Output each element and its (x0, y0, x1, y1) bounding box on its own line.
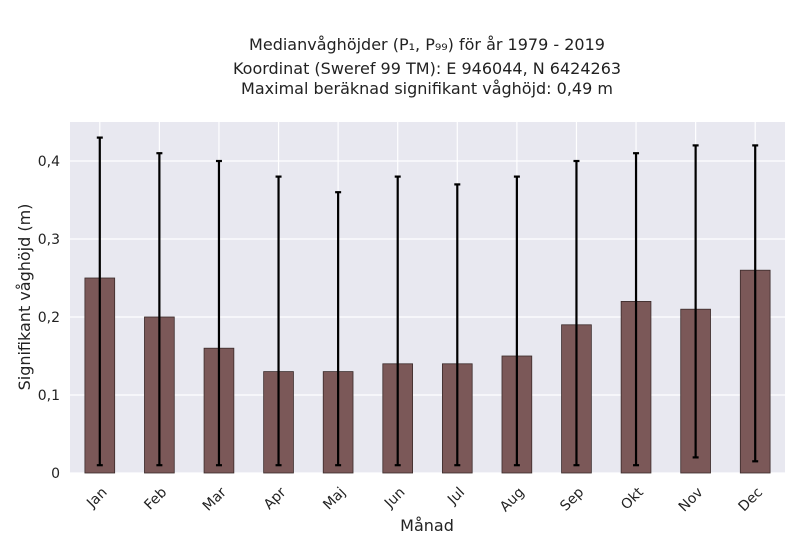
plot-area (70, 122, 785, 473)
errorbar-okt (633, 152, 640, 467)
y-axis-label: Signifikant våghöjd (m) (15, 204, 34, 391)
x-tick-label: Jul (444, 485, 468, 509)
errorbar-maj (335, 191, 342, 467)
errorbar-mar (215, 159, 222, 467)
errorbar-jan (96, 136, 103, 467)
x-tick-labels: Jan Feb Mar Apr Maj Jun Jul Aug Sep Okt Nov Dec (83, 484, 766, 515)
errorbar-jul (454, 183, 461, 467)
x-tick-label: Feb (141, 484, 170, 513)
y-tick-labels: 0 0,1 0,2 0,3 0,4 (38, 154, 60, 482)
x-tick-label: Dec (736, 485, 766, 515)
chart-title-line-3: Maximal beräknad signifikant våghöjd: 0,… (241, 79, 613, 98)
x-tick-label: Apr (261, 484, 290, 513)
x-tick-label: Okt (618, 484, 647, 513)
y-tick-label: 0,3 (38, 232, 60, 248)
error-bars (96, 136, 759, 467)
chart-title-line-1: Medianvåghöjder (P₁, P₉₉) för år 1979 - … (249, 35, 605, 54)
y-tick-label: 0,4 (38, 154, 60, 170)
chart-title-line-2: Koordinat (Sweref 99 TM): E 946044, N 64… (232, 59, 622, 78)
errorbar-apr (275, 175, 282, 467)
x-tick-label: Maj (320, 485, 349, 514)
errorbar-nov (692, 144, 699, 459)
errorbar-dec (752, 144, 759, 463)
x-tick-label: Jan (83, 485, 110, 512)
x-axis-label: Månad (400, 516, 454, 535)
errorbar-jun (394, 175, 401, 467)
y-tick-label: 0,2 (38, 310, 60, 326)
errorbar-aug (513, 175, 520, 467)
y-tick-label: 0,1 (38, 388, 60, 404)
y-tick-label: 0 (51, 466, 60, 482)
x-tick-label: Jun (381, 485, 408, 512)
x-tick-label: Nov (676, 485, 707, 516)
errorbar-sep (573, 159, 580, 467)
errorbar-feb (156, 152, 163, 467)
x-tick-label: Aug (497, 485, 528, 516)
x-tick-label: Mar (200, 484, 230, 514)
x-tick-label: Sep (557, 484, 587, 514)
